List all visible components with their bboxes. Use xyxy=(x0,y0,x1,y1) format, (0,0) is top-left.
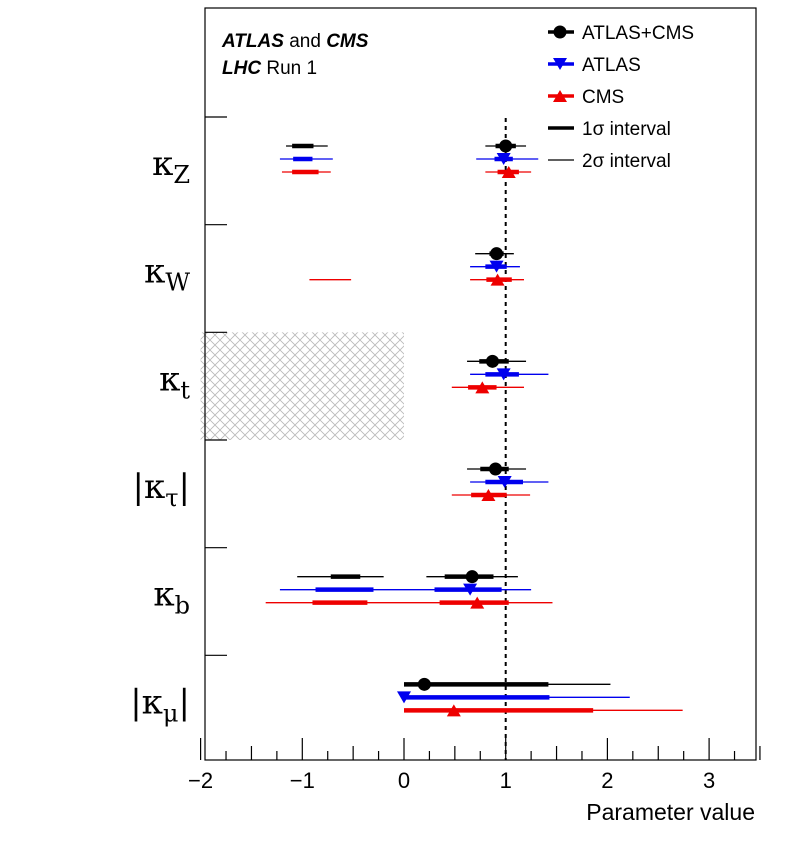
y-label-kappa_t: κt xyxy=(159,359,190,404)
kappa_b-atlas-marker xyxy=(463,583,478,596)
legend-item: 1σ interval xyxy=(548,119,671,140)
kappa_b-atlas-cms-marker xyxy=(465,570,479,584)
legend-label: ATLAS xyxy=(582,55,641,76)
kappa_W-atlas-marker xyxy=(489,260,504,273)
y-label-kappa_W: κW xyxy=(144,252,190,297)
x-tick-label: 1 xyxy=(500,768,512,793)
experiment-label-line1: ATLAS and CMS xyxy=(221,31,369,52)
y-label-kappa_Z: κZ xyxy=(152,144,190,189)
x-tick-label: −1 xyxy=(290,768,315,793)
x-tick-label: 2 xyxy=(601,768,613,793)
legend-marker xyxy=(553,90,567,102)
legend-item: 2σ interval xyxy=(548,151,671,172)
kappa_t-cms-marker xyxy=(475,381,490,394)
group-kappa_W xyxy=(309,247,525,286)
kappa_mu-atlas-cms-marker xyxy=(417,677,431,691)
kappa_tau-atlas-marker xyxy=(497,476,512,488)
legend: ATLAS+CMS ATLAS CMS 1σ interval 2σ interval xyxy=(548,23,694,172)
kappa_Z-atlas-cms-marker xyxy=(499,139,513,153)
kappa_t-atlas-marker xyxy=(496,368,511,381)
group-kappa_b xyxy=(265,570,553,609)
legend-item: CMS xyxy=(548,87,624,108)
kappa_Z-atlas-marker xyxy=(496,153,511,165)
group-kappa_t xyxy=(451,354,549,394)
kappa_mu-cms-marker xyxy=(446,704,461,717)
group-kappa_tau xyxy=(451,462,549,501)
kappa_tau-atlas-cms-marker xyxy=(489,462,503,476)
kappa_t-atlas-cms-marker xyxy=(485,354,499,368)
x-tick-label: −2 xyxy=(188,768,213,793)
experiment-label-line2: LHC Run 1 xyxy=(222,58,317,79)
y-label-kappa_mu: |κμ| xyxy=(130,682,190,727)
x-tick-label: 0 xyxy=(398,768,410,793)
kappa_Z-cms-marker xyxy=(501,166,516,178)
excluded-region-kappa-t xyxy=(200,332,404,440)
legend-label: CMS xyxy=(582,87,624,108)
legend-label: 2σ interval xyxy=(582,151,671,172)
kappa_W-atlas-cms-marker xyxy=(490,247,504,261)
x-tick-label: 3 xyxy=(703,768,715,793)
legend-marker xyxy=(553,58,567,70)
legend-label: ATLAS+CMS xyxy=(582,23,694,44)
y-label-kappa_b: κb xyxy=(153,575,190,620)
legend-label: 1σ interval xyxy=(582,119,671,140)
legend-item: ATLAS+CMS xyxy=(548,23,694,44)
group-kappa_mu xyxy=(397,677,683,717)
kappa_W-cms-marker xyxy=(490,273,505,286)
kappa_b-cms-marker xyxy=(470,596,485,609)
legend-marker xyxy=(553,25,567,39)
y-label-kappa_tau: |κτ| xyxy=(133,467,190,512)
x-axis-label: Parameter value xyxy=(586,799,755,825)
kappa_mu-atlas-marker xyxy=(397,691,411,704)
kappa_tau-cms-marker xyxy=(481,489,496,501)
group-kappa_Z xyxy=(279,139,539,178)
legend-item: ATLAS xyxy=(548,55,641,76)
